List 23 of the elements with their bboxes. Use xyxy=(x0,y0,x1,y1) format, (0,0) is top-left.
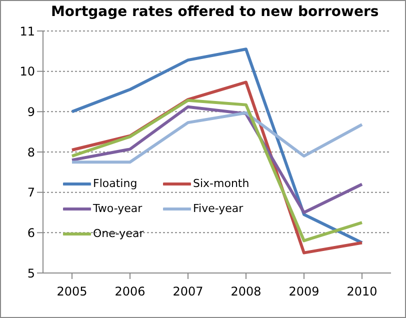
x-tick-label: 2008 xyxy=(230,284,262,299)
legend-label: Floating xyxy=(93,177,138,190)
y-tick-label: 7 xyxy=(27,186,35,200)
x-tick-label: 2007 xyxy=(172,284,204,299)
chart-title: Mortgage rates offered to new borrowers xyxy=(51,4,379,20)
legend-label: Six-month xyxy=(193,177,250,190)
y-tick-label: 8 xyxy=(27,145,35,160)
line-series xyxy=(70,111,364,164)
y-tick-label: 11 xyxy=(20,24,35,38)
line-series xyxy=(70,98,364,242)
y-tick-label: 5 xyxy=(27,266,35,280)
x-tick-label: 2005 xyxy=(56,284,88,299)
y-tick-label: 6 xyxy=(27,226,35,240)
x-tick-label: 2010 xyxy=(346,284,378,299)
line-series xyxy=(70,105,364,214)
legend-label: Five-year xyxy=(193,202,244,215)
x-tick-label: 2009 xyxy=(288,284,320,299)
legend-label: One-year xyxy=(93,227,144,240)
y-tick-label: 10 xyxy=(20,64,35,79)
x-tick-label: 2006 xyxy=(114,284,146,299)
y-tick-label: 9 xyxy=(27,104,35,119)
legend-label: Two-year xyxy=(93,202,142,215)
line-series xyxy=(70,48,364,244)
